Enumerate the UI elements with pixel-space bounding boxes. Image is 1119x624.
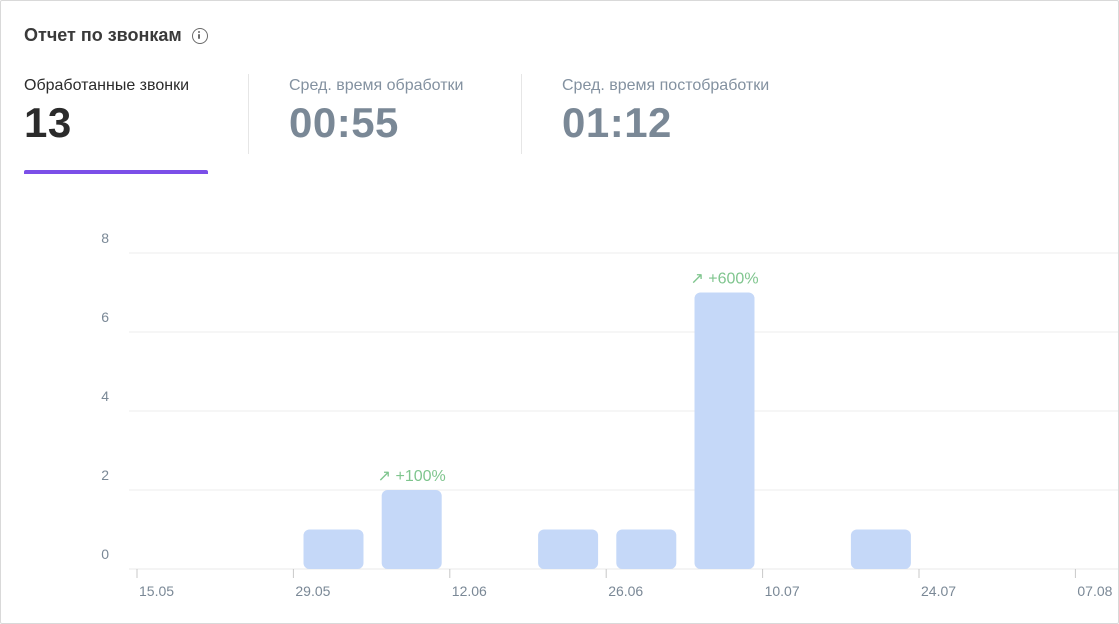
y-tick-label: 0: [101, 546, 109, 562]
kpi-divider: [521, 74, 522, 154]
bar: [381, 490, 442, 569]
kpi-avg-handle-time[interactable]: Сред. время обработки 00:55: [289, 77, 463, 147]
report-title: Отчет по звонкам: [24, 25, 182, 45]
y-tick-label: 2: [101, 467, 109, 483]
bar: [538, 529, 599, 569]
x-tick-label: 29.05: [295, 583, 330, 599]
kpi-value: 00:55: [289, 99, 399, 146]
kpi-label: Сред. время постобработки: [562, 77, 770, 94]
x-tick-label: 10.07: [765, 583, 800, 599]
info-icon[interactable]: [191, 27, 208, 44]
y-tick-label: 8: [101, 230, 109, 246]
x-tick-label: 26.06: [608, 583, 643, 599]
x-tick-label: 07.08: [1077, 583, 1112, 599]
bar: [850, 529, 911, 569]
kpi-divider: [248, 74, 249, 154]
growth-annotation: ↗ +600%: [690, 271, 758, 288]
x-tick-label: 24.07: [921, 583, 956, 599]
bar: [303, 529, 364, 569]
report-header: Отчет по звонкам: [24, 25, 208, 46]
y-tick-label: 6: [101, 309, 109, 325]
y-tick-label: 4: [101, 388, 109, 404]
kpi-value: 01:12: [562, 99, 672, 146]
kpi-label: Обработанные звонки: [24, 77, 190, 94]
kpi-processed-calls[interactable]: Обработанные звонки 13: [24, 77, 189, 147]
growth-annotation: ↗ +100%: [378, 468, 446, 485]
bar: [694, 292, 755, 569]
x-tick-label: 12.06: [452, 583, 487, 599]
active-tab-indicator: [24, 170, 208, 174]
kpi-value: 13: [24, 99, 72, 146]
x-tick-label: 15.05: [139, 583, 174, 599]
kpi-label: Сред. время обработки: [289, 77, 464, 94]
bar: [616, 529, 677, 569]
kpi-avg-wrapup-time[interactable]: Сред. время постобработки 01:12: [562, 77, 769, 147]
